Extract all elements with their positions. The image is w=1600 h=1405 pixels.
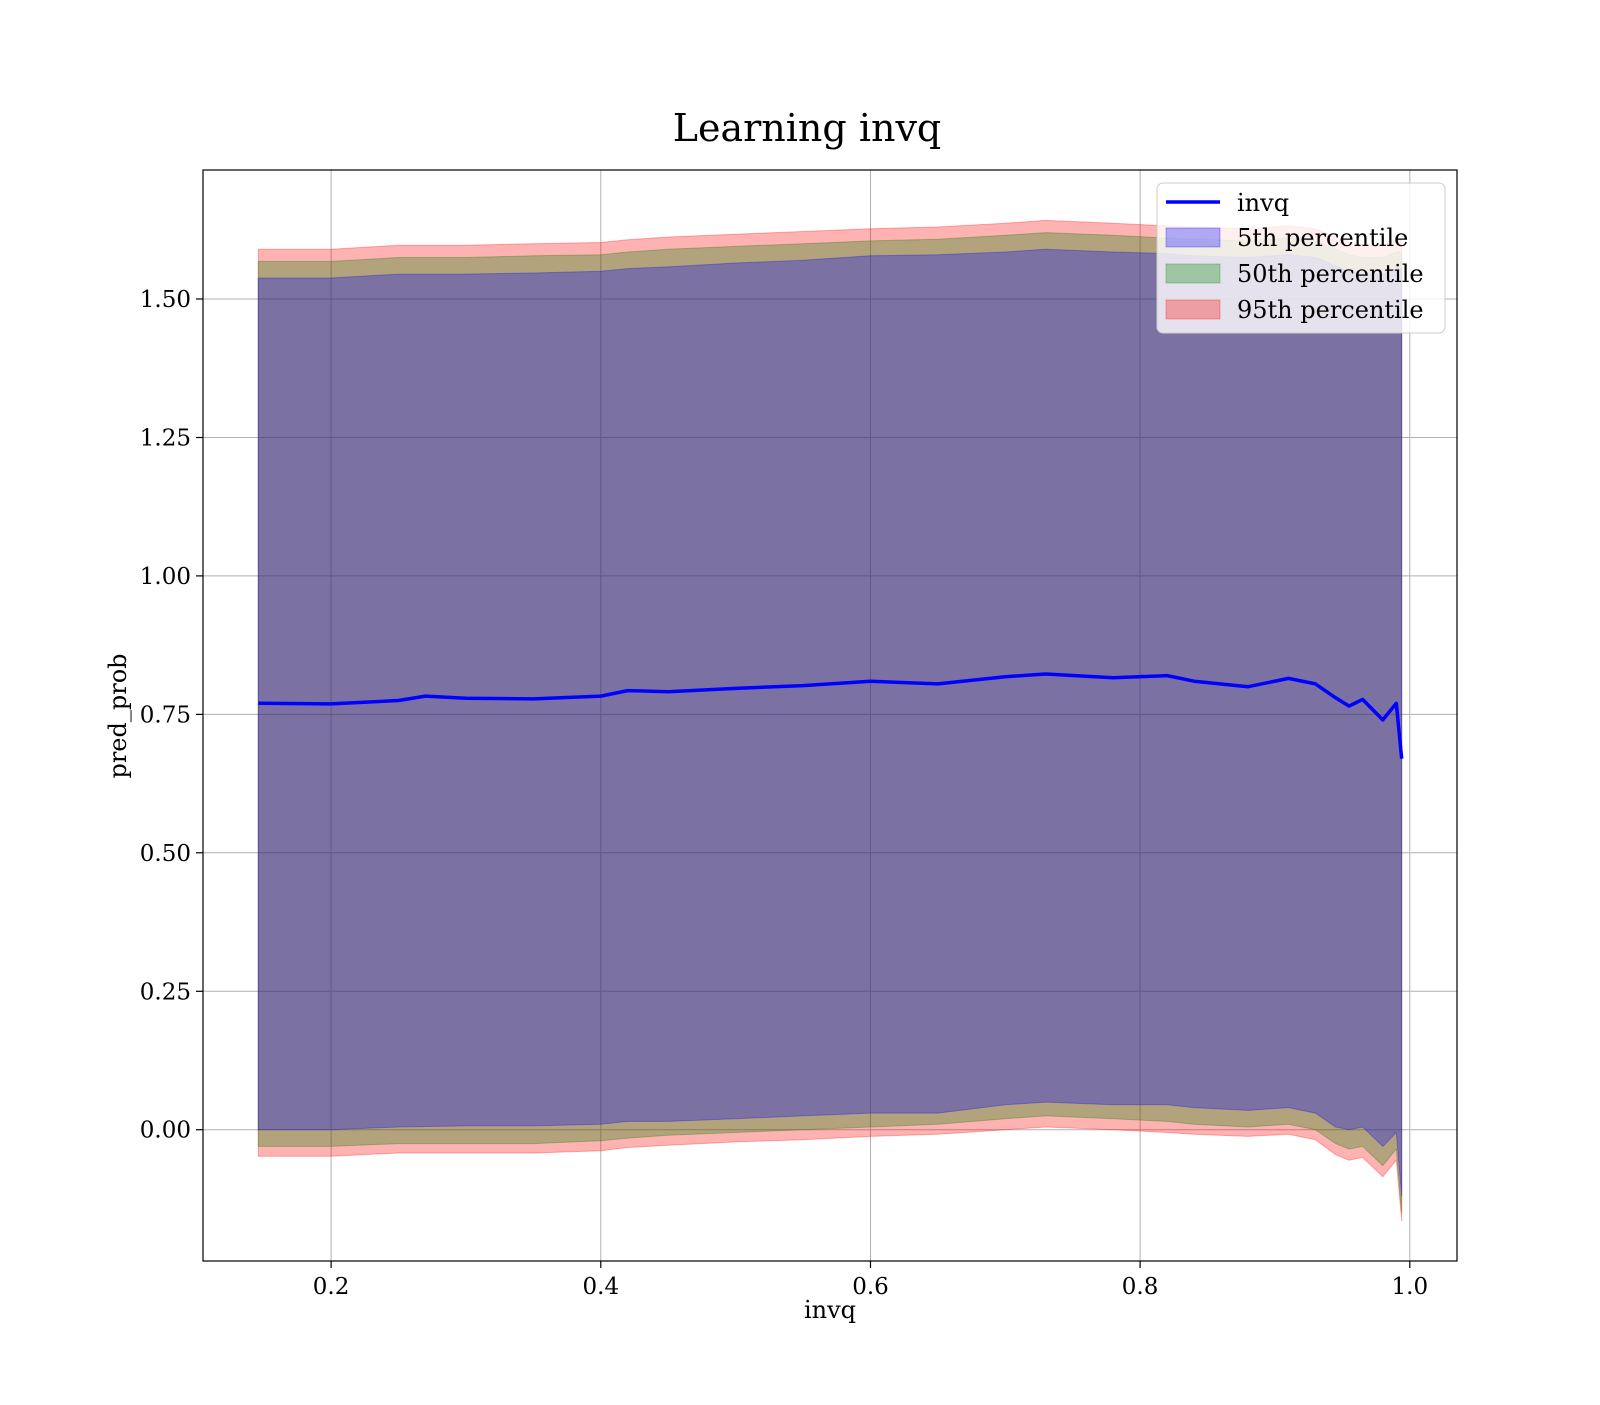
x-axis-label: invq xyxy=(804,1296,856,1324)
percentile-bands xyxy=(257,219,1403,1222)
band-95th-percentile xyxy=(257,219,1403,1222)
band-50th-percentile xyxy=(257,232,1403,1213)
legend-label-5th: 5th percentile xyxy=(1237,224,1408,252)
legend-frame xyxy=(1156,182,1446,334)
y-tick-label: 1.25 xyxy=(140,426,191,452)
x-tick-label: 0.8 xyxy=(1122,1274,1159,1300)
x-tick-label: 0.2 xyxy=(313,1274,350,1300)
invq-line xyxy=(258,672,1404,759)
legend-label-50th: 50th percentile xyxy=(1237,260,1424,288)
plot-frame xyxy=(202,169,1458,1262)
plot-area xyxy=(202,169,1458,1262)
y-tick-label: 1.00 xyxy=(140,564,191,590)
legend-swatch-5th xyxy=(1165,227,1221,248)
y-axis-label: pred_prob xyxy=(104,653,132,778)
y-axis-ticks: 0.00 0.25 0.50 0.75 1.00 1.25 1.50 xyxy=(140,287,203,1144)
grid-lines xyxy=(203,170,1457,1261)
y-tick-label: 0.25 xyxy=(140,979,191,1005)
invq-line-layer xyxy=(258,672,1404,759)
legend-label-invq: invq xyxy=(1237,189,1289,217)
x-tick-label: 0.6 xyxy=(852,1274,889,1300)
x-tick-label: 0.4 xyxy=(583,1274,620,1300)
x-tick-label: 1.0 xyxy=(1392,1274,1429,1300)
chart-title: Learning invq xyxy=(673,106,941,150)
band-5th-percentile xyxy=(257,248,1403,1197)
legend-swatch-95th xyxy=(1165,299,1221,320)
plot-background xyxy=(203,170,1457,1261)
y-tick-label: 0.00 xyxy=(140,1118,191,1144)
y-tick-label: 1.50 xyxy=(140,287,191,313)
y-tick-label: 0.50 xyxy=(140,841,191,867)
y-tick-label: 0.75 xyxy=(140,702,191,728)
x-axis-ticks: 0.2 0.4 0.6 0.8 1.0 xyxy=(313,1261,1428,1300)
legend: invq 5th percentile 50th percentile 95th… xyxy=(1156,182,1446,334)
legend-swatch-50th xyxy=(1165,263,1221,284)
legend-label-95th: 95th percentile xyxy=(1237,296,1424,324)
